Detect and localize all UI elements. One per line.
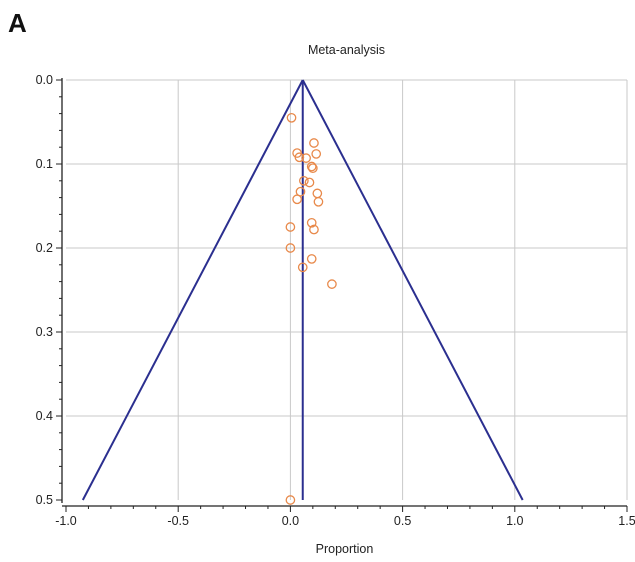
study-point bbox=[312, 188, 323, 199]
y-axis-ticks: 0.0 0.1 0.2 0.3 0.4 0.5 bbox=[36, 73, 62, 507]
study-point bbox=[327, 279, 337, 289]
study-point bbox=[309, 138, 319, 148]
study-point bbox=[294, 152, 305, 163]
study-point bbox=[311, 149, 322, 159]
x-tick-label: 1.5 bbox=[618, 514, 635, 528]
study-point bbox=[301, 153, 311, 163]
funnel-left-line bbox=[81, 79, 304, 501]
y-tick-label: 0.1 bbox=[36, 157, 53, 171]
study-point bbox=[292, 194, 302, 205]
y-tick-label: 0.0 bbox=[36, 73, 53, 87]
axes bbox=[61, 78, 627, 507]
study-point bbox=[285, 243, 296, 253]
funnel-lines bbox=[81, 79, 524, 501]
x-tick-label: 1.0 bbox=[506, 514, 523, 528]
study-point bbox=[286, 112, 297, 123]
x-axis-title: Proportion bbox=[316, 542, 374, 556]
chart-title: Meta-analysis bbox=[308, 43, 385, 57]
x-tick-label: 0.5 bbox=[394, 514, 411, 528]
study-point bbox=[299, 175, 309, 186]
study-point bbox=[309, 224, 319, 235]
study-point bbox=[306, 161, 317, 172]
study-points bbox=[285, 112, 337, 505]
x-axis-ticks: -1.0 -0.5 0.0 0.5 1.0 1.5 bbox=[55, 506, 635, 528]
study-point bbox=[285, 222, 296, 232]
study-point bbox=[307, 163, 318, 174]
panel-label: A bbox=[8, 8, 27, 38]
y-tick-label: 0.3 bbox=[36, 325, 53, 339]
y-tick-label: 0.5 bbox=[36, 493, 53, 507]
study-point bbox=[306, 254, 317, 264]
funnel-right-line bbox=[301, 79, 524, 501]
y-tick-label: 0.4 bbox=[36, 409, 53, 423]
study-point bbox=[297, 262, 308, 273]
study-point bbox=[304, 177, 315, 188]
x-tick-label: -1.0 bbox=[55, 514, 77, 528]
y-tick-label: 0.2 bbox=[36, 241, 53, 255]
grid-lines bbox=[66, 79, 628, 500]
x-tick-label: -0.5 bbox=[167, 514, 189, 528]
study-point bbox=[285, 495, 296, 505]
study-point bbox=[306, 217, 317, 228]
study-point bbox=[313, 196, 324, 207]
x-tick-label: 0.0 bbox=[282, 514, 299, 528]
